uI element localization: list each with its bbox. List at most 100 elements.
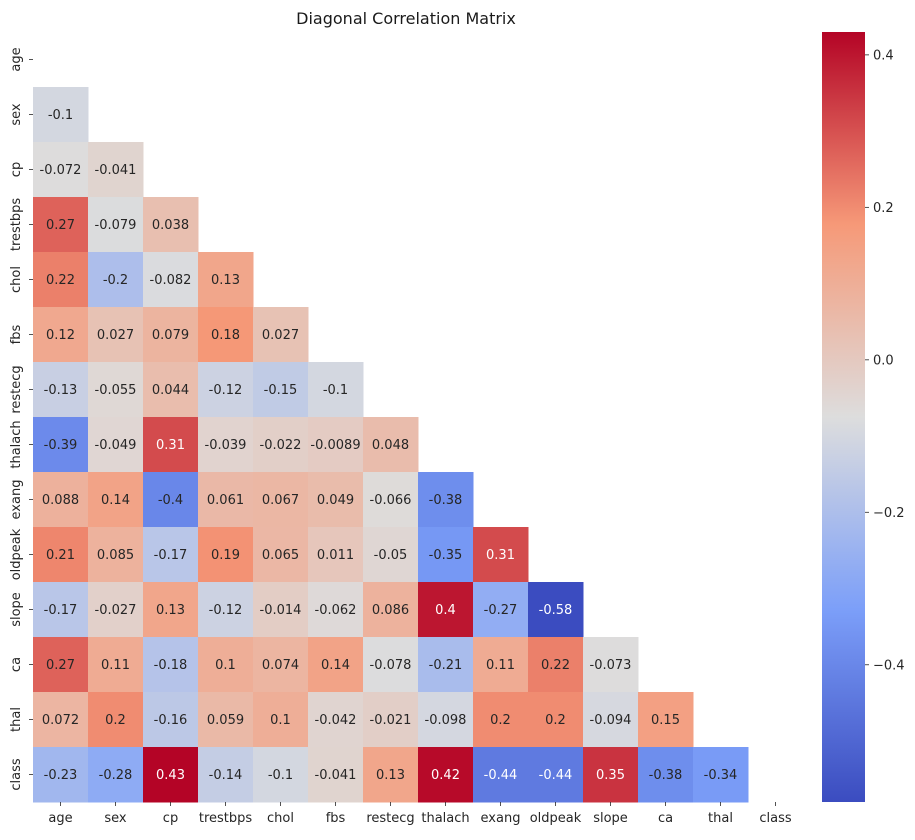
- cell-value-label-restecg-age: -0.13: [44, 383, 78, 398]
- cell-value-label-restecg-fbs: -0.1: [323, 383, 348, 398]
- heatmap-cell-oldpeak-thalach: [418, 527, 474, 583]
- heatmap-cell-oldpeak-fbs: [308, 527, 364, 583]
- cell-value-label-exang-thalach: -0.38: [429, 493, 463, 508]
- heatmap-cell-trestbps-sex: [88, 197, 144, 253]
- heatmap-cell-thal-slope: [583, 692, 639, 748]
- cell-value-label-class-fbs: -0.041: [315, 768, 357, 783]
- cell-value-label-thal-chol: 0.1: [270, 713, 291, 728]
- heatmap-cell-class-thal: [693, 747, 749, 803]
- heatmap-cell-thal-trestbps: [198, 692, 254, 748]
- heatmap-cell-ca-age: [33, 637, 89, 693]
- y-tick-label-thal: thal: [9, 707, 24, 732]
- heatmap-cell-ca-oldpeak: [528, 637, 584, 693]
- x-axis-tick-labels: age sex cp trestbps chol fbs restecg thalach exa…: [48, 802, 792, 826]
- cell-value-label-slope-trestbps: -0.12: [209, 603, 243, 618]
- heatmap-cell-ca-chol: [253, 637, 309, 693]
- x-tick-label-slope: slope: [593, 811, 628, 826]
- heatmap-cell-ca-fbs: [308, 637, 364, 693]
- heatmap-cell-class-slope: [583, 747, 639, 803]
- y-tick-label-slope: slope: [9, 592, 24, 627]
- heatmap-cell-exang-restecg: [363, 472, 419, 528]
- cell-value-label-thalach-chol: -0.022: [260, 438, 302, 453]
- cell-value-label-class-trestbps: -0.14: [209, 768, 243, 783]
- y-tick-label-fbs: fbs: [9, 324, 24, 344]
- y-tick-label-chol: chol: [9, 266, 24, 293]
- cell-value-label-chol-age: 0.22: [46, 273, 75, 288]
- cell-value-label-ca-fbs: 0.14: [321, 658, 350, 673]
- heatmap-cell-slope-sex: [88, 582, 144, 638]
- cell-value-label-cp-age: -0.072: [40, 163, 82, 178]
- heatmap-cell-restecg-cp: [143, 362, 199, 418]
- x-tick-label-restecg: restecg: [366, 811, 414, 826]
- heatmap-cell-slope-restecg: [363, 582, 419, 638]
- heatmap-cell-oldpeak-chol: [253, 527, 309, 583]
- heatmap-cell-restecg-age: [33, 362, 89, 418]
- cell-value-label-class-chol: -0.1: [268, 768, 293, 783]
- heatmap-cell-fbs-age: [33, 307, 89, 363]
- heatmap-cell-restecg-fbs: [308, 362, 364, 418]
- x-tick-label-thal: thal: [708, 811, 733, 826]
- cell-value-label-slope-age: -0.17: [44, 603, 78, 618]
- cell-value-label-ca-thalach: -0.21: [429, 658, 463, 673]
- cell-value-label-exang-age: 0.088: [42, 493, 79, 508]
- cell-value-label-chol-sex: -0.2: [103, 273, 128, 288]
- heatmap-cell-class-restecg: [363, 747, 419, 803]
- heatmap-cell-exang-fbs: [308, 472, 364, 528]
- heatmap-cell-fbs-cp: [143, 307, 199, 363]
- cell-value-label-oldpeak-fbs: 0.011: [317, 548, 354, 563]
- colorbar-ticks: 0.4 0.2 0.0 −0.2 −0.4: [865, 48, 905, 673]
- cell-value-label-fbs-trestbps: 0.18: [211, 328, 240, 343]
- cell-value-label-fbs-age: 0.12: [46, 328, 75, 343]
- heatmap-cell-thal-thalach: [418, 692, 474, 748]
- heatmap-cell-ca-trestbps: [198, 637, 254, 693]
- cell-value-label-fbs-chol: 0.027: [262, 328, 299, 343]
- cell-value-label-trestbps-sex: -0.079: [95, 218, 137, 233]
- cell-value-label-thalach-cp: 0.31: [156, 438, 185, 453]
- cell-value-label-thal-restecg: -0.021: [370, 713, 412, 728]
- cell-value-label-ca-restecg: -0.078: [370, 658, 412, 673]
- cell-value-label-exang-fbs: 0.049: [317, 493, 354, 508]
- cell-value-label-class-cp: 0.43: [156, 768, 185, 783]
- heatmap-cell-thalach-trestbps: [198, 417, 254, 473]
- heatmap-cell-thalach-age: [33, 417, 89, 473]
- heatmap-cell-slope-cp: [143, 582, 199, 638]
- cell-value-label-slope-restecg: 0.086: [372, 603, 409, 618]
- heatmap-cells: -0.1 -0.072 -0.041 0.27 -0.079 0.038 0.22 -0.2 -…: [33, 87, 749, 803]
- y-tick-label-sex: sex: [9, 103, 24, 126]
- y-tick-label-age: age: [9, 47, 24, 71]
- cell-value-label-class-exang: -0.44: [484, 768, 518, 783]
- x-tick-label-exang: exang: [481, 811, 521, 826]
- cell-value-label-thalach-restecg: 0.048: [372, 438, 409, 453]
- cell-value-label-slope-sex: -0.027: [95, 603, 137, 618]
- x-tick-label-class: class: [759, 811, 791, 826]
- x-tick-label-fbs: fbs: [326, 811, 346, 826]
- heatmap-cell-slope-age: [33, 582, 89, 638]
- cell-value-label-ca-sex: 0.11: [101, 658, 130, 673]
- heatmap-cell-restecg-sex: [88, 362, 144, 418]
- heatmap-cell-ca-restecg: [363, 637, 419, 693]
- heatmap-cell-thalach-fbs: [308, 417, 364, 473]
- cell-value-label-oldpeak-restecg: -0.05: [374, 548, 408, 563]
- heatmap-cell-cp-sex: [88, 142, 144, 198]
- cell-value-label-oldpeak-cp: -0.17: [154, 548, 188, 563]
- heatmap-cell-class-age: [33, 747, 89, 803]
- heatmap-cell-oldpeak-trestbps: [198, 527, 254, 583]
- cell-value-label-slope-exang: -0.27: [484, 603, 518, 618]
- heatmap-cell-fbs-chol: [253, 307, 309, 363]
- x-tick-label-thalach: thalach: [421, 811, 469, 826]
- cell-value-label-ca-oldpeak: 0.22: [541, 658, 570, 673]
- cell-value-label-oldpeak-age: 0.21: [46, 548, 75, 563]
- heatmap-cell-class-exang: [473, 747, 529, 803]
- heatmap-cell-slope-oldpeak: [528, 582, 584, 638]
- y-tick-label-ca: ca: [9, 657, 24, 672]
- heatmap-cell-ca-slope: [583, 637, 639, 693]
- heatmap-cell-thal-oldpeak: [528, 692, 584, 748]
- heatmap-cell-oldpeak-cp: [143, 527, 199, 583]
- heatmap-cell-slope-chol: [253, 582, 309, 638]
- heatmap-cell-chol-sex: [88, 252, 144, 308]
- cell-value-label-thalach-age: -0.39: [44, 438, 78, 453]
- y-axis-tick-labels: age sex cp trestbps chol fbs restecg thalach exa…: [9, 47, 33, 791]
- heatmap-cell-oldpeak-exang: [473, 527, 529, 583]
- heatmap-cell-ca-exang: [473, 637, 529, 693]
- heatmap-cell-class-sex: [88, 747, 144, 803]
